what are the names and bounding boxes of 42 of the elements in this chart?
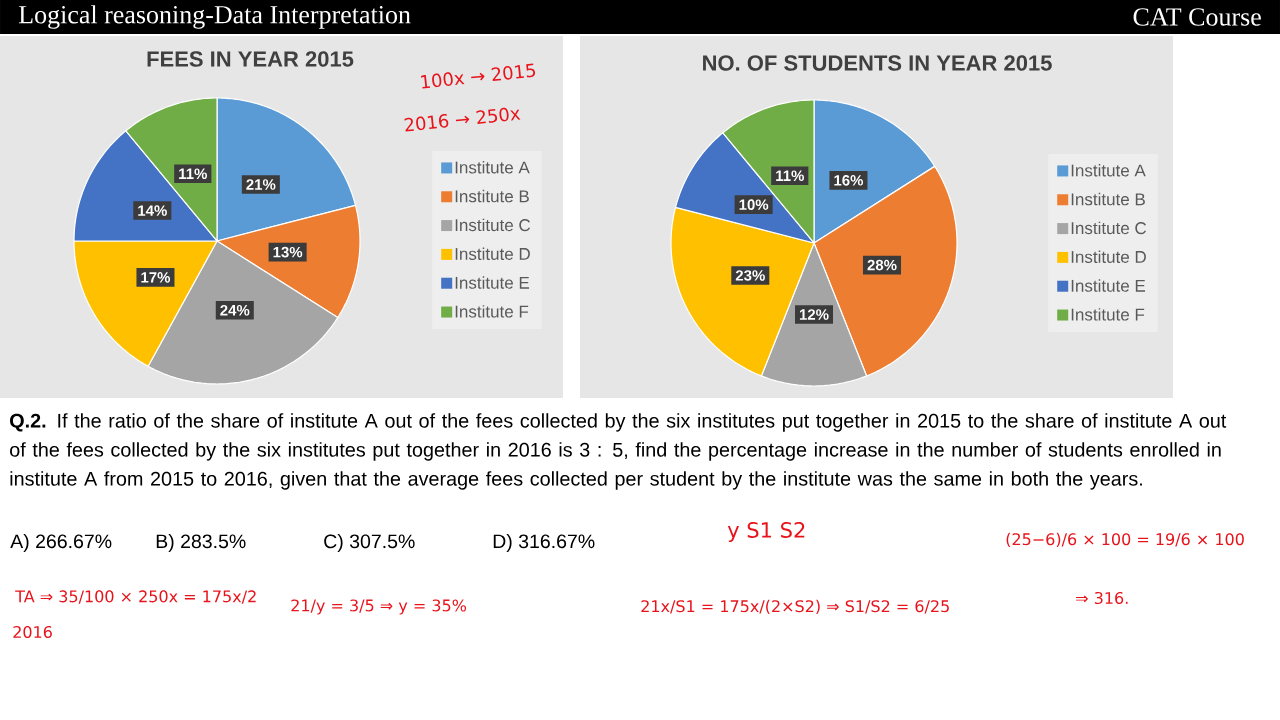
text: Q.2. If the ratio of the share of institute A out of the fees collected by the six institutes put together in 2015 to the share of institute A out of the fees collected by the six institutes put together in 2016 is 3 : 5, find the percentage increase in the number of students enrolled in institute A from 2015 to 2016, given that the average fees collected per student by the institute was the same in both the years. — [10, 413, 1227, 490]
text: C) 307.5% — [324, 533, 415, 553]
legend-label: Institute B — [455, 189, 529, 203]
text: TA ⇒ 35/100 × 250x = 175x/2 — [15, 590, 256, 604]
data-label: 17% — [141, 272, 171, 283]
data-label: 24% — [220, 304, 250, 316]
text: 2016 — [13, 625, 52, 639]
legend-label: Institute B — [1071, 192, 1145, 206]
text: A) 266.67% — [10, 533, 112, 553]
text: 100x → 2015 — [421, 63, 536, 89]
text: (25−6)/6 × 100 = 19/6 × 100 — [1006, 532, 1244, 548]
legend-label: Institute C — [1071, 221, 1147, 235]
text: B) 283.5% — [156, 533, 246, 553]
data-label: 13% — [273, 246, 303, 258]
data-label: 14% — [138, 205, 167, 216]
legend-label: Institute D — [1071, 250, 1146, 263]
text: CAT Course — [1133, 8, 1261, 26]
data-label: 11% — [776, 170, 804, 181]
text: y S1 S2 — [727, 522, 805, 542]
data-label: 21% — [246, 179, 276, 190]
data-label: 28% — [867, 259, 897, 271]
data-label: 23% — [735, 270, 765, 281]
legend-label: Institute D — [455, 247, 530, 260]
legend-label: Institute F — [455, 305, 529, 318]
chart-title: FEES IN YEAR 2015 — [147, 51, 354, 67]
text: 2016 → 250x — [404, 107, 521, 132]
legend-label: Institute F — [1071, 308, 1145, 321]
text: 21x/S1 = 175x/(2×S2) ⇒ S1/S2 = 6/25 — [641, 599, 949, 615]
legend-label: Institute C — [455, 218, 531, 232]
data-label: 16% — [834, 175, 864, 186]
text: 21/y = 3/5 ⇒ y = 35% — [291, 599, 467, 615]
chart-title: NO. OF STUDENTS IN YEAR 2015 — [703, 55, 1052, 71]
text: ⇒ 316. — [1076, 591, 1128, 605]
data-label: 10% — [739, 199, 769, 210]
data-label: 12% — [799, 309, 829, 320]
legend-label: Institute E — [455, 276, 530, 289]
legend-label: Institute E — [1071, 279, 1146, 292]
text: Logical reasoning-Data Interpretation — [18, 5, 411, 29]
text: D) 316.67% — [493, 533, 595, 553]
data-label: 11% — [179, 168, 207, 179]
legend-label: Institute A — [1071, 164, 1146, 177]
legend-label: Institute A — [455, 161, 530, 174]
